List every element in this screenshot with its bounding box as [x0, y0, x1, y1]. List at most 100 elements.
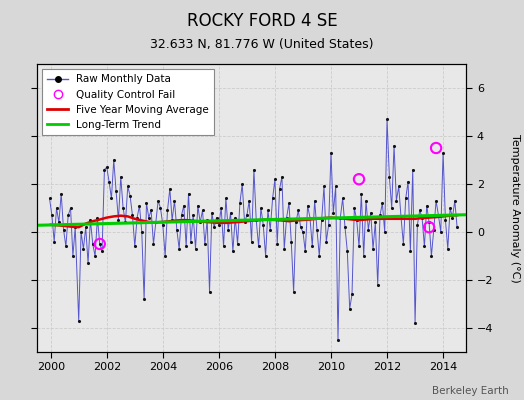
Point	[191, 246, 200, 252]
Point	[114, 217, 123, 223]
Point	[74, 318, 83, 324]
Point	[82, 224, 90, 230]
Point	[409, 166, 417, 173]
Point	[266, 226, 275, 233]
Point	[327, 150, 335, 156]
Point	[422, 202, 431, 209]
Point	[374, 282, 382, 288]
Point	[67, 205, 75, 211]
Point	[203, 217, 211, 223]
Point	[297, 224, 305, 230]
Point	[432, 145, 440, 151]
Point	[161, 253, 169, 259]
Point	[348, 291, 356, 298]
Point	[289, 289, 298, 295]
Point	[430, 226, 438, 233]
Point	[59, 226, 68, 233]
Point	[376, 212, 384, 218]
Point	[324, 222, 333, 228]
Point	[282, 214, 291, 221]
Point	[397, 214, 405, 221]
Point	[303, 202, 312, 209]
Point	[343, 248, 352, 254]
Point	[252, 217, 260, 223]
Point	[224, 226, 232, 233]
Point	[366, 210, 375, 216]
Point	[355, 176, 363, 182]
Point	[359, 253, 368, 259]
Point	[50, 238, 58, 245]
Point	[205, 289, 214, 295]
Point	[332, 183, 340, 190]
Point	[170, 198, 179, 204]
Point	[350, 205, 358, 211]
Point	[245, 198, 254, 204]
Point	[287, 238, 296, 245]
Point	[168, 217, 177, 223]
Text: ROCKY FORD 4 SE: ROCKY FORD 4 SE	[187, 12, 337, 30]
Point	[404, 178, 412, 185]
Point	[156, 205, 165, 211]
Point	[135, 202, 144, 209]
Point	[448, 214, 456, 221]
Point	[355, 243, 363, 250]
Point	[166, 186, 174, 192]
Point	[378, 200, 387, 206]
Point	[57, 190, 66, 197]
Point	[313, 226, 321, 233]
Point	[107, 195, 116, 202]
Point	[182, 243, 190, 250]
Point	[308, 243, 316, 250]
Point	[315, 253, 323, 259]
Point	[276, 186, 284, 192]
Point	[198, 207, 206, 214]
Point	[392, 198, 400, 204]
Point	[52, 205, 61, 211]
Point	[210, 224, 219, 230]
Point	[187, 238, 195, 245]
Point	[420, 243, 429, 250]
Point	[418, 214, 426, 221]
Point	[243, 212, 251, 218]
Point	[292, 219, 300, 226]
Point	[399, 241, 408, 247]
Point	[380, 229, 389, 235]
Point	[416, 207, 424, 214]
Point	[441, 217, 450, 223]
Point	[71, 224, 80, 230]
Point	[133, 214, 141, 221]
Point	[220, 243, 228, 250]
Point	[194, 202, 202, 209]
Point	[383, 116, 391, 122]
Point	[254, 243, 263, 250]
Point	[222, 195, 230, 202]
Point	[159, 222, 167, 228]
Point	[362, 198, 370, 204]
Point	[100, 166, 108, 173]
Point	[128, 212, 137, 218]
Point	[285, 200, 293, 206]
Point	[278, 174, 286, 180]
Point	[154, 198, 162, 204]
Point	[95, 241, 104, 247]
Point	[69, 253, 77, 259]
Point	[395, 183, 403, 190]
Point	[121, 219, 129, 226]
Point	[329, 210, 337, 216]
Point	[110, 157, 118, 163]
Point	[236, 200, 244, 206]
Point	[196, 219, 204, 226]
Point	[357, 190, 366, 197]
Point	[64, 212, 72, 218]
Point	[280, 246, 288, 252]
Point	[151, 219, 160, 226]
Point	[103, 164, 111, 170]
Point	[273, 241, 281, 247]
Point	[369, 246, 377, 252]
Point	[226, 210, 235, 216]
Point	[257, 205, 265, 211]
Point	[434, 212, 443, 218]
Point	[432, 198, 440, 204]
Point	[247, 238, 256, 245]
Point	[138, 229, 146, 235]
